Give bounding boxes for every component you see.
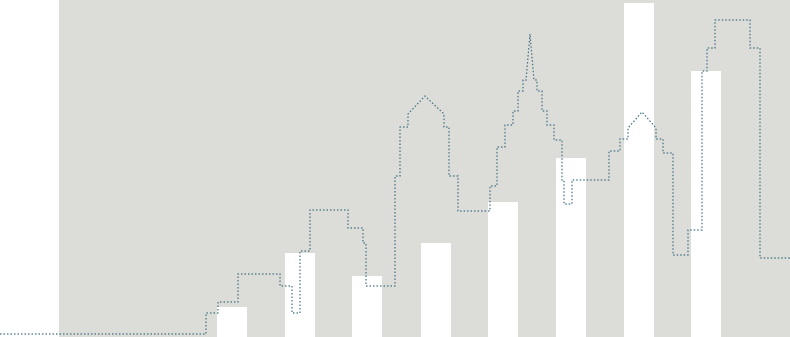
bar-3	[352, 276, 382, 337]
bar-5	[488, 202, 518, 337]
bar-1	[217, 307, 247, 337]
bar-4	[421, 243, 451, 337]
bar-7	[624, 3, 654, 337]
bar-8	[691, 71, 721, 337]
bar-6	[556, 158, 586, 337]
city-skyline-icon	[0, 19, 790, 335]
